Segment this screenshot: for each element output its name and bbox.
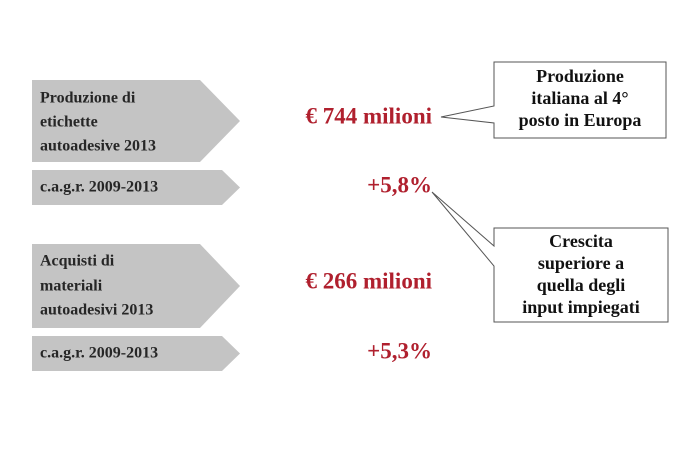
row-value: +5,8% [367, 172, 432, 197]
row-label: autoadesivi 2013 [40, 302, 153, 319]
row-label: etichette [40, 114, 98, 131]
callout-text: superiore a [538, 253, 624, 273]
row-value: € 744 milioni [305, 103, 432, 128]
callout-text: Crescita [549, 231, 613, 251]
row-label: autoadesive 2013 [40, 138, 156, 155]
callout-box [431, 191, 669, 323]
label-arrow [32, 80, 240, 162]
label-arrow [32, 336, 240, 371]
row-label: c.a.g.r. 2009-2013 [40, 345, 158, 362]
callout-text: posto in Europa [519, 110, 642, 130]
callout-text: italiana al 4° [531, 88, 628, 108]
row-label: materiali [40, 278, 103, 295]
row-label: Produzione di [40, 90, 136, 107]
label-arrow [32, 244, 240, 328]
callout-text: Produzione [536, 66, 624, 86]
callout-box [440, 61, 667, 139]
label-arrow [32, 170, 240, 205]
row-value: +5,3% [367, 338, 432, 363]
row-label: c.a.g.r. 2009-2013 [40, 179, 158, 196]
row-value: € 266 milioni [305, 268, 432, 293]
callout-text: input impiegati [522, 297, 640, 317]
callout-text: quella degli [537, 275, 626, 295]
row-label: Acquisti di [40, 253, 115, 270]
